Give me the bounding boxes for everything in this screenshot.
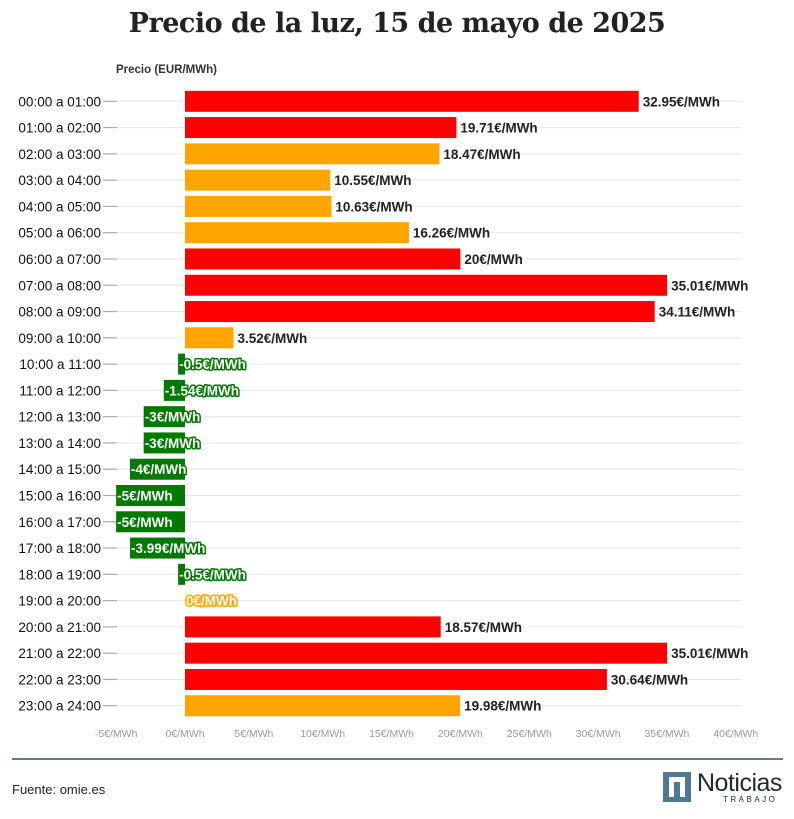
bar (185, 668, 607, 690)
bar-value-label: 35.01€/MWh (671, 646, 748, 661)
logo-word: Noticias (697, 769, 782, 797)
bar-value-label: 35.01€/MWh (671, 278, 748, 293)
category-label: 14:00 a 15:00 (18, 462, 101, 477)
bar-value-label: 32.95€/MWh (643, 94, 720, 109)
logo-n-icon (663, 772, 691, 802)
x-tick-label: 5€/MWh (234, 728, 273, 740)
chart-title: Precio de la luz, 15 de mayo de 2025 (128, 8, 666, 39)
category-label: 05:00 a 06:00 (18, 226, 101, 241)
logo-subtitle: TRABAJO (723, 795, 778, 804)
x-tick-label: 10€/MWh (300, 728, 345, 740)
bar (185, 195, 332, 217)
category-label: 18:00 a 19:00 (18, 567, 101, 582)
category-label: 03:00 a 04:00 (18, 173, 101, 188)
bar (185, 642, 668, 664)
bar (130, 537, 185, 559)
category-label: 04:00 a 05:00 (18, 199, 101, 214)
bar-chart: Precio (EUR/MWh) 00:00 a 01:00 32.95€/MWh 0… (18, 64, 758, 740)
bar (129, 458, 185, 480)
bar (185, 117, 457, 139)
bar-value-label: 16.26€/MWh (413, 226, 490, 241)
category-label: 16:00 a 17:00 (18, 515, 101, 530)
footer-divider (12, 758, 783, 760)
bar-value-label: -1.54€/MWh (165, 383, 239, 398)
bar-value-label: 10.55€/MWh (334, 173, 411, 188)
bar-value-label: 19.98€/MWh (464, 699, 541, 714)
x-tick-label: 0€/MWh (165, 728, 204, 740)
bar (163, 379, 185, 401)
category-label: 21:00 a 22:00 (18, 646, 101, 661)
bar-value-label: -5€/MWh (117, 489, 172, 504)
bar (185, 616, 441, 638)
x-tick-label: 25€/MWh (507, 728, 552, 740)
bar (143, 406, 185, 428)
bar (185, 695, 461, 717)
category-label: 10:00 a 11:00 (19, 357, 101, 372)
bar-value-label: -3€/MWh (145, 410, 201, 425)
category-label: 08:00 a 09:00 (18, 305, 101, 320)
category-label: 23:00 a 24:00 (18, 699, 101, 714)
bar (185, 222, 409, 244)
bar-value-label: -0.5€/MWh (179, 357, 246, 372)
bar-value-label: 19.71€/MWh (460, 121, 537, 136)
x-tick-label: 20€/MWh (438, 728, 483, 740)
bar (185, 327, 234, 349)
bar (178, 353, 185, 375)
category-label: 12:00 a 13:00 (18, 410, 101, 425)
bar (185, 274, 668, 296)
x-tick-label: 30€/MWh (576, 728, 621, 740)
bar (185, 248, 461, 270)
bar-value-label: -3€/MWh (145, 436, 201, 451)
x-tick-label: -5€/MWh (95, 728, 138, 740)
bar-value-label: -5€/MWh (117, 515, 172, 530)
bar (185, 90, 639, 112)
bar-value-label: -3.99€/MWh (131, 541, 205, 556)
x-tick-label: 35€/MWh (644, 728, 689, 740)
category-label: 22:00 a 23:00 (18, 672, 101, 687)
bar-value-label: 3.52€/MWh (237, 331, 307, 346)
axis-title: Precio (EUR/MWh) (116, 64, 217, 76)
bar-value-label: 10.63€/MWh (335, 199, 412, 214)
bar-value-label: 0€/MWh (186, 594, 237, 609)
bar (116, 485, 185, 506)
bar (116, 511, 185, 533)
bar-value-label: 34.11€/MWh (659, 305, 736, 320)
source-note: Fuente: omie.es (12, 782, 106, 797)
bar (185, 169, 331, 191)
bar (178, 563, 185, 585)
x-tick-label: 40€/MWh (713, 728, 758, 740)
bar-value-label: -4€/MWh (131, 462, 187, 477)
category-label: 17:00 a 18:00 (18, 541, 101, 556)
category-label: 07:00 a 08:00 (18, 278, 101, 293)
bar (185, 301, 655, 323)
category-label: 01:00 a 02:00 (18, 121, 101, 136)
bar (143, 432, 185, 454)
noticias-trabajo-logo: Noticias TRABAJO (663, 769, 783, 806)
bar-value-label: 20€/MWh (464, 252, 523, 267)
category-label: 02:00 a 03:00 (18, 147, 101, 162)
category-label: 09:00 a 10:00 (18, 331, 101, 346)
category-label: 00:00 a 01:00 (18, 94, 101, 109)
category-label: 19:00 a 20:00 (18, 594, 101, 609)
bar-value-label: 18.57€/MWh (445, 620, 522, 635)
category-label: 06:00 a 07:00 (18, 252, 101, 267)
category-label: 13:00 a 14:00 (18, 436, 101, 451)
category-label: 15:00 a 16:00 (18, 489, 101, 504)
x-tick-label: 15€/MWh (369, 728, 414, 740)
bar (185, 143, 440, 165)
bar-value-label: -0.5€/MWh (179, 567, 246, 582)
bar-value-label: 18.47€/MWh (443, 147, 520, 162)
bar-value-label: 30.64€/MWh (611, 672, 688, 687)
category-label: 20:00 a 21:00 (18, 620, 101, 635)
category-label: 11:00 a 12:00 (19, 383, 101, 398)
